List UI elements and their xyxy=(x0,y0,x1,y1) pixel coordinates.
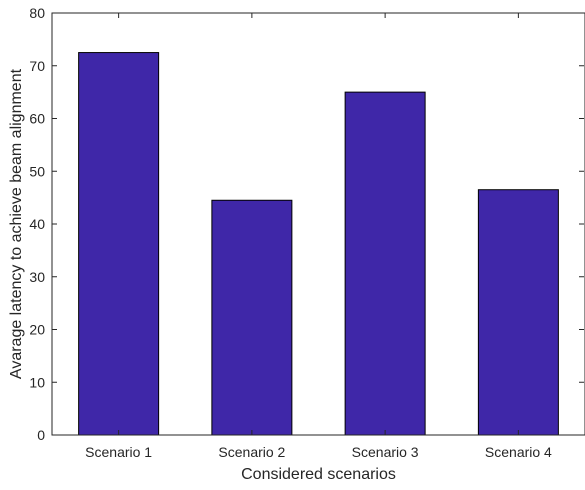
y-tick-label-70: 70 xyxy=(29,58,45,74)
bar-1 xyxy=(78,52,160,436)
y-tick-label-20: 20 xyxy=(29,322,45,338)
bar-2 xyxy=(211,199,293,436)
tick-labels-layer: Scenario 1 Scenario 2 Scenario 3 Scenario 4… xyxy=(29,5,552,460)
bar-3 xyxy=(344,91,426,436)
y-tick-label-0: 0 xyxy=(37,427,45,443)
y-tick-label-40: 40 xyxy=(29,216,45,232)
x-tick-label-2: Scenario 2 xyxy=(218,444,285,460)
x-axis-title: Considered scenarios xyxy=(241,466,396,483)
bars-layer xyxy=(78,52,559,436)
y-axis-title: Avarage latency to achieve beam alignmen… xyxy=(8,68,25,379)
y-tick-label-10: 10 xyxy=(29,374,45,390)
x-tick-label-1: Scenario 1 xyxy=(85,444,152,460)
bar-4 xyxy=(477,189,559,436)
ticks-layer xyxy=(52,13,584,435)
y-tick-label-60: 60 xyxy=(29,111,45,127)
y-tick-label-80: 80 xyxy=(29,5,45,21)
x-tick-label-4: Scenario 4 xyxy=(485,444,552,460)
x-tick-label-3: Scenario 3 xyxy=(352,444,419,460)
y-tick-label-30: 30 xyxy=(29,269,45,285)
y-tick-label-50: 50 xyxy=(29,163,45,179)
